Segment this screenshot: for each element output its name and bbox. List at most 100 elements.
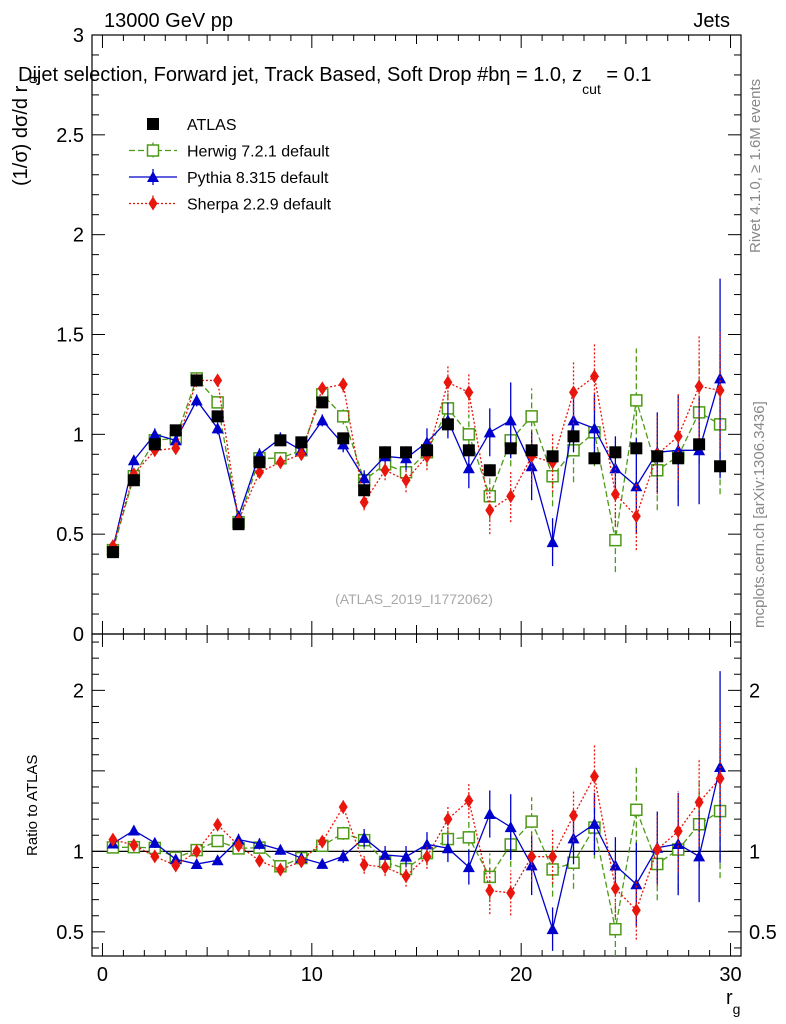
- data-point: [232, 518, 245, 531]
- data-point: [358, 472, 371, 484]
- data-point: [337, 850, 350, 862]
- data-point: [630, 878, 643, 890]
- watermark: (ATLAS_2019_I1772062): [335, 591, 493, 607]
- main-plot-panel: 0 0.5 1 1.5 2 2.5 3: [56, 25, 742, 646]
- data-point: [525, 815, 538, 828]
- main-y-tick-label: 3: [73, 25, 84, 47]
- ratio-y-tick-label: 0.5: [56, 922, 84, 944]
- data-point: [317, 834, 327, 849]
- data-point: [192, 844, 202, 859]
- data-point: [213, 817, 223, 832]
- data-point: [483, 426, 496, 438]
- data-point: [338, 799, 348, 814]
- data-point: [274, 434, 287, 447]
- data-point: [296, 447, 306, 462]
- data-point: [651, 450, 664, 463]
- legend-item: ATLAS: [147, 117, 237, 134]
- data-point: [504, 414, 517, 426]
- data-point: [254, 853, 264, 868]
- data-point: [546, 863, 559, 876]
- data-point: [485, 503, 495, 518]
- data-point: [211, 410, 224, 423]
- main-series-pythia: [106, 278, 727, 567]
- data-point: [379, 446, 392, 459]
- data-point: [129, 838, 139, 853]
- ratio-plot-panel: 0 10 20 30 0.5 0.5 1 1 2 2: [56, 633, 777, 986]
- data-point: [148, 438, 161, 451]
- data-point: [316, 857, 329, 869]
- data-point: [525, 444, 538, 457]
- data-point: [589, 369, 599, 384]
- data-point: [127, 474, 140, 487]
- data-point: [610, 881, 620, 896]
- data-point: [569, 808, 579, 823]
- data-point: [546, 923, 559, 935]
- data-point: [567, 430, 580, 443]
- data-point: [443, 812, 453, 827]
- main-series-atlas: [106, 374, 727, 559]
- data-point: [150, 849, 160, 864]
- ratio-series-sherpa: [108, 721, 725, 940]
- data-point: [401, 869, 411, 884]
- x-tick-label: 20: [510, 964, 532, 986]
- data-point: [295, 436, 308, 449]
- data-point: [694, 795, 704, 810]
- data-point: [127, 454, 140, 466]
- data-point: [567, 832, 580, 844]
- data-point: [589, 769, 599, 784]
- legend-label: ATLAS: [187, 117, 237, 134]
- data-point: [462, 444, 475, 457]
- ratio-frame: [91, 633, 742, 957]
- legend-item: Pythia 8.315 default: [129, 169, 329, 187]
- data-point: [296, 854, 306, 869]
- data-point: [190, 858, 203, 870]
- ratio-y-tick-label-right: 1: [749, 841, 760, 863]
- data-point: [631, 903, 641, 918]
- data-point: [401, 473, 411, 488]
- data-point: [527, 849, 537, 864]
- data-point: [380, 463, 390, 478]
- legend-marker: [146, 144, 160, 157]
- series-line: [112, 774, 721, 912]
- data-point: [316, 396, 329, 409]
- series-line: [112, 375, 721, 547]
- data-point: [379, 848, 392, 860]
- data-point: [609, 859, 622, 871]
- main-y-tick-label: 1.5: [56, 325, 84, 347]
- data-point: [169, 424, 182, 437]
- data-point: [359, 495, 369, 510]
- data-point: [358, 484, 371, 497]
- data-point: [609, 462, 622, 474]
- data-point: [127, 824, 140, 836]
- data-point: [441, 842, 454, 854]
- data-point: [171, 858, 181, 873]
- data-point: [693, 850, 706, 862]
- data-point: [253, 837, 266, 849]
- data-point: [211, 422, 224, 434]
- legend-label: Sherpa 2.2.9 default: [187, 197, 332, 214]
- x-tick-label: 10: [301, 964, 323, 986]
- ratio-y-tick-label-right: 2: [749, 680, 760, 702]
- data-point: [317, 381, 327, 396]
- data-point: [506, 489, 516, 504]
- x-tick-label: 0: [97, 964, 108, 986]
- data-point: [652, 842, 662, 857]
- data-point: [211, 396, 224, 409]
- data-point: [336, 827, 350, 840]
- data-point: [672, 452, 685, 465]
- data-point: [715, 383, 725, 398]
- data-point: [336, 410, 350, 423]
- data-point: [462, 831, 476, 844]
- data-point: [630, 442, 643, 455]
- data-point: [337, 432, 350, 445]
- legend-marker: [147, 171, 159, 182]
- main-y-tick-label: 0: [73, 624, 84, 646]
- x-axis-label: rg: [726, 987, 740, 1017]
- data-point: [190, 394, 203, 406]
- data-point: [630, 394, 643, 407]
- legend-item: Sherpa 2.2.9 default: [129, 195, 332, 214]
- data-point: [358, 831, 371, 843]
- data-point: [483, 464, 496, 477]
- x-tick-label: 30: [719, 964, 741, 986]
- ratio-y-axis-label: Ratio to ATLAS: [24, 755, 41, 856]
